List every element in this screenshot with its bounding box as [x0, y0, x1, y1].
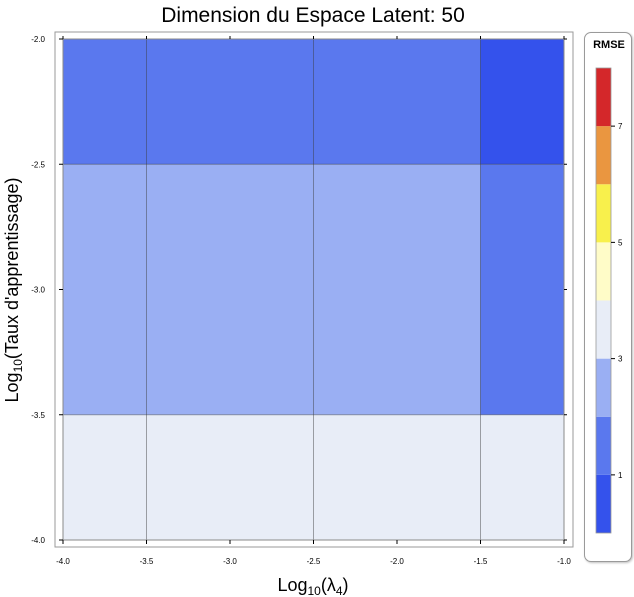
- y-tick-label: -4.0: [31, 536, 45, 545]
- colorbar-tick-label: 3: [618, 355, 623, 364]
- colorbar: 1 3 5 7: [595, 67, 623, 534]
- colorbar-title: RMSE: [593, 39, 625, 51]
- colorbar-band: [596, 358, 611, 417]
- colorbar-band: [596, 126, 611, 185]
- chart-title: Dimension du Espace Latent: 50: [161, 4, 465, 27]
- heatmap-cell: [313, 414, 481, 540]
- colorbar-band: [596, 68, 611, 127]
- x-tick-label: -2.0: [390, 557, 404, 566]
- x-axis-label-sub: 10: [308, 584, 322, 597]
- colorbar-band: [596, 184, 611, 243]
- x-axis-label-arg: (λ: [321, 575, 336, 595]
- x-tick-label: -3.5: [140, 557, 154, 566]
- x-tick-label: -1.5: [474, 557, 488, 566]
- x-axis-label: Log10(λ4): [277, 575, 348, 597]
- x-axis-label-log: Log: [277, 575, 307, 595]
- heatmap-cell: [146, 39, 314, 165]
- colorbar-band: [596, 300, 611, 359]
- colorbar-frame: [595, 67, 612, 534]
- heatmap-cell: [313, 164, 481, 415]
- heatmap-cell: [146, 164, 314, 415]
- axes: -4.0 -3.5 -3.0 -2.5 -2.0 -1.5 -1.0 -2.0 -2.5 -3.0…: [31, 35, 571, 566]
- plot-frame: [54, 31, 574, 548]
- colorbar-tick-label: 1: [618, 471, 623, 480]
- heatmap-cells: [63, 39, 564, 540]
- heatmap-cell: [63, 164, 147, 415]
- y-tick-label: -3.5: [31, 411, 45, 420]
- y-tick-label: -2.5: [31, 160, 45, 169]
- colorbar-tick-label: 5: [618, 238, 623, 247]
- x-axis-label-close: ): [343, 575, 349, 595]
- colorbar-band: [596, 416, 611, 475]
- heatmap-cell: [480, 164, 564, 415]
- heatmap-cell: [480, 414, 564, 540]
- heatmap-cell: [63, 39, 147, 165]
- x-tick-label: -4.0: [56, 557, 70, 566]
- colorbar-band: [596, 474, 611, 533]
- colorbar-legend: RMSE 1 3 5 7: [584, 32, 632, 562]
- heatmap-cell: [63, 414, 147, 540]
- y-tick-label: -2.0: [31, 35, 45, 44]
- x-axis-label-arg-sub: 4: [336, 584, 343, 597]
- colorbar-tick-label: 7: [618, 122, 623, 131]
- x-tick-label: -1.0: [557, 557, 571, 566]
- y-axis-label-arg: (Taux d'apprentissage): [2, 178, 22, 360]
- heatmap-cell: [313, 39, 481, 165]
- y-axis-label-log: Log: [2, 372, 22, 402]
- y-axis-label-sub: 10: [11, 359, 25, 373]
- heatmap-cell: [480, 39, 564, 165]
- y-axis-label: Log10(Taux d'apprentissage): [2, 178, 25, 403]
- x-tick-label: -2.5: [307, 557, 321, 566]
- heatmap-cell: [146, 414, 314, 540]
- x-tick-label: -3.0: [223, 557, 237, 566]
- y-tick-label: -3.0: [31, 286, 45, 295]
- colorbar-band: [596, 242, 611, 301]
